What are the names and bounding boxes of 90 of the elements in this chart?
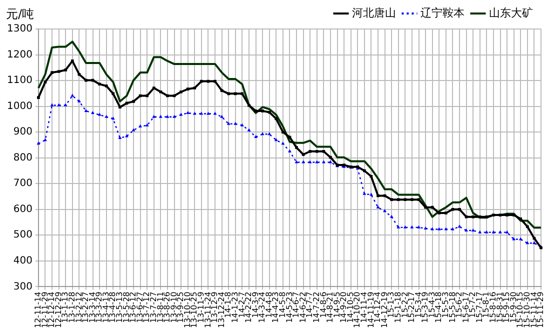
x-tick-label: 14-5-23: [284, 292, 294, 323]
x-tick-label: 13-5-13: [115, 292, 124, 323]
y-tick-label: 1100: [6, 75, 32, 86]
x-tick-label: 14-5-8: [278, 292, 288, 318]
x-tick-label: 14-1-23: [230, 292, 240, 323]
x-tick-label: 14-11-4: [360, 292, 369, 323]
x-tick-label: 14-6-7: [292, 292, 301, 318]
y-tick-label: 800: [13, 152, 32, 164]
y-axis-title: 元/吨: [6, 7, 34, 22]
x-tick-label: 14-6-22: [298, 292, 308, 323]
legend-label: 辽宁鞍本: [420, 6, 464, 20]
x-tick-label: 14-4-23: [271, 292, 280, 323]
y-tick-label: 400: [13, 256, 32, 267]
y-tick-label: 1000: [6, 100, 32, 112]
x-tick-label: 13-4-13: [101, 292, 110, 323]
y-tick-label: 1300: [6, 24, 32, 35]
x-tick-label: 13-11-9: [196, 292, 206, 323]
y-tick-label: 600: [13, 204, 32, 215]
x-tick-label: 14-9-5: [332, 292, 342, 318]
x-tick-label: 15-6-17: [461, 292, 470, 323]
x-tick-label: 13-8-26: [162, 292, 172, 323]
x-tick-label: 15-6-2: [454, 292, 464, 318]
x-tick-label: 15-7-17: [474, 292, 484, 323]
x-tick-label: 13-6-27: [135, 292, 144, 323]
x-tick-label: 13-11-24: [203, 292, 212, 328]
legend-label: 山东大矿: [489, 6, 533, 20]
x-tick-label: 15-7-2: [468, 292, 478, 318]
x-tick-label: 15-8-16: [488, 292, 498, 323]
x-tick-label: 15-3-4: [414, 292, 423, 318]
x-tick-label: 14-8-21: [326, 292, 335, 323]
x-tick-label: 15-11-14: [529, 292, 538, 328]
x-tick-label: 14-2-22: [244, 292, 254, 323]
y-tick-label: 900: [13, 126, 32, 138]
x-tick-label: 15-9-15: [502, 292, 512, 323]
x-tick-label: 12-12-14: [47, 292, 56, 328]
x-tick-label: 15-11-29: [536, 292, 546, 328]
y-tick-label: 1200: [6, 49, 32, 60]
legend-label: 河北唐山: [352, 6, 396, 20]
x-tick-label: 14-1-8: [224, 292, 233, 318]
x-tick-label: 15-2-2: [400, 292, 410, 318]
x-tick-label: 14-7-7: [305, 292, 314, 318]
y-tick-label: 500: [13, 230, 32, 241]
x-tick-label: 15-1-3: [386, 292, 396, 318]
x-tick-label: 15-1-18: [393, 292, 402, 323]
x-tick-label: 15-2-17: [407, 292, 416, 323]
x-tick-label: 13-10-10: [182, 292, 192, 328]
x-tick-label: 13-9-10: [169, 292, 178, 323]
x-tick-label: 13-9-25: [176, 292, 186, 323]
x-tick-label: 15-8-31: [495, 292, 504, 323]
x-tick-label: 15-10-15: [516, 292, 525, 328]
x-tick-label: 14-8-6: [318, 292, 328, 318]
x-tick-label: 13-5-28: [122, 292, 131, 323]
x-tick-label: 12-11-29: [40, 292, 50, 328]
x-tick-label: 12-12-29: [54, 292, 63, 328]
x-tick-label: 13-3-29: [94, 292, 104, 323]
x-tick-label: 13-8-11: [156, 292, 165, 323]
x-tick-label: 13-12-24: [216, 292, 226, 328]
x-tick-label: 15-5-3: [441, 292, 450, 318]
x-tick-label: 15-9-30: [508, 292, 518, 323]
x-tick-label: 12-11-14: [34, 292, 43, 328]
x-tick-label: 15-10-30: [522, 292, 532, 328]
x-tick-label: 14-10-20: [352, 292, 362, 328]
x-tick-label: 14-12-4: [373, 292, 382, 323]
x-tick-label: 13-6-12: [128, 292, 138, 323]
x-tick-label: 13-7-27: [148, 292, 158, 323]
x-tick-label: 14-12-19: [380, 292, 389, 328]
x-tick-label: 13-2-27: [81, 292, 90, 323]
x-tick-label: 13-2-12: [74, 292, 84, 323]
x-tick-label: 13-10-25: [190, 292, 199, 328]
y-tick-label: 300: [13, 281, 32, 292]
x-tick-label: 13-7-12: [142, 292, 152, 323]
x-tick-label: 13-1-28: [67, 292, 76, 323]
x-tick-label: 15-3-19: [420, 292, 430, 323]
x-tick-label: 14-4-8: [264, 292, 274, 318]
x-tick-label: 14-2-7: [237, 292, 246, 318]
x-tick-label: 15-8-1: [482, 292, 491, 318]
x-tick-label: 13-1-13: [60, 292, 70, 323]
x-tick-label: 14-9-20: [339, 292, 348, 323]
x-tick-label: 14-7-22: [312, 292, 321, 323]
x-tick-label: 14-3-9: [250, 292, 260, 318]
y-tick-label: 700: [13, 178, 32, 190]
x-tick-label: 13-3-14: [88, 292, 97, 323]
x-tick-label: 13-4-28: [108, 292, 118, 323]
x-tick-label: 15-5-18: [448, 292, 457, 323]
x-tick-label: 15-4-18: [434, 292, 444, 323]
x-tick-label: 14-10-5: [346, 292, 355, 323]
x-tick-label: 15-4-3: [427, 292, 436, 318]
x-tick-label: 14-3-24: [258, 292, 267, 323]
x-tick-label: 13-12-9: [210, 292, 220, 323]
x-tick-label: 14-11-19: [366, 292, 376, 328]
